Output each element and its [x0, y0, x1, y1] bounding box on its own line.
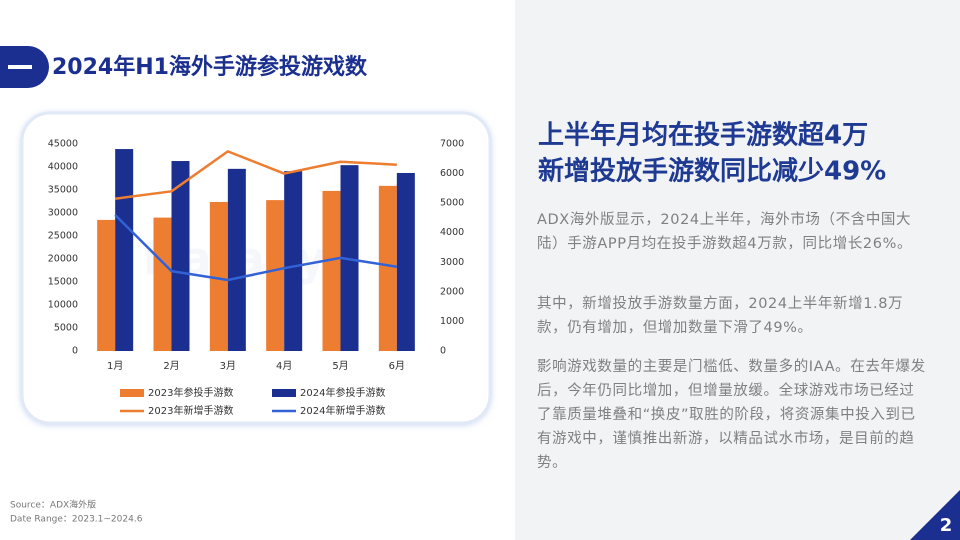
legend-label: 2024年新增手游数	[300, 404, 385, 417]
bar	[97, 219, 116, 351]
y2-tick-label: 0	[440, 346, 446, 357]
paragraph: 其中，新增投放手游数量方面，2024上半年新增1.8万款，仍有增加，但增加数量下…	[537, 296, 904, 336]
x-tick-label: 3月	[220, 360, 236, 372]
paragraph: 影响游戏数量的主要是门槛低、数量多的IAA。在去年爆发后，今年仍同比增加，但增量…	[537, 359, 926, 471]
y-tick-label: 40000	[48, 162, 78, 173]
x-tick-label: 4月	[276, 360, 292, 372]
y2-tick-label: 3000	[440, 257, 464, 268]
y2-tick-label: 1000	[440, 316, 464, 327]
legend-swatch	[120, 389, 144, 397]
y-tick-label: 20000	[48, 254, 78, 265]
page-corner	[910, 490, 960, 540]
page-number: 2	[940, 515, 953, 536]
bar	[322, 190, 341, 351]
headline: 新增投放手游数同比减少49%	[538, 156, 886, 187]
y-tick-label: 10000	[48, 300, 78, 311]
line	[115, 150, 397, 200]
line	[114, 214, 398, 282]
title-dash	[8, 65, 32, 69]
bar	[209, 201, 228, 351]
bar	[115, 149, 134, 351]
y2-tick-label: 2000	[440, 286, 464, 297]
y-tick-label: 35000	[48, 185, 78, 196]
legend-label: 2023年参投手游数	[148, 386, 233, 399]
date-range: Date Range：2023.1~2024.6	[10, 515, 143, 525]
y2-tick-label: 7000	[440, 139, 464, 150]
y-tick-label: 5000	[54, 323, 78, 334]
legend-label: 2024年参投手游数	[300, 386, 385, 399]
bar	[171, 161, 190, 351]
bar	[227, 168, 246, 351]
page-title: 2024年H1海外手游参投游戏数	[52, 54, 368, 80]
y-tick-label: 15000	[48, 277, 78, 288]
x-tick-label: 1月	[107, 360, 123, 372]
headline: 上半年月均在投手游数超4万	[538, 120, 868, 151]
bar	[378, 185, 397, 351]
chart-card	[20, 111, 492, 425]
bar	[266, 200, 285, 351]
paragraph: ADX海外版显示，2024上半年，海外市场（不含中国大陆）手游APP月均在投手游…	[537, 212, 913, 252]
bar	[153, 217, 172, 351]
y-tick-label: 30000	[48, 208, 78, 219]
legend-label: 2023年新增手游数	[148, 404, 233, 417]
y2-tick-label: 5000	[440, 198, 464, 209]
x-tick-label: 2月	[163, 360, 179, 372]
chart: DataEye050001000015000200002500030000350…	[48, 139, 464, 418]
x-tick-label: 5月	[332, 360, 348, 372]
bar	[284, 171, 303, 351]
y2-tick-label: 4000	[440, 227, 464, 238]
source: Source：ADX海外版	[10, 499, 96, 511]
bar	[396, 172, 415, 351]
y2-tick-label: 6000	[440, 168, 464, 179]
x-tick-label: 6月	[389, 360, 405, 372]
y-tick-label: 45000	[48, 139, 78, 150]
legend-swatch	[272, 389, 296, 397]
y-tick-label: 25000	[48, 231, 78, 242]
y-tick-label: 0	[72, 346, 78, 357]
side-panel	[515, 0, 960, 540]
